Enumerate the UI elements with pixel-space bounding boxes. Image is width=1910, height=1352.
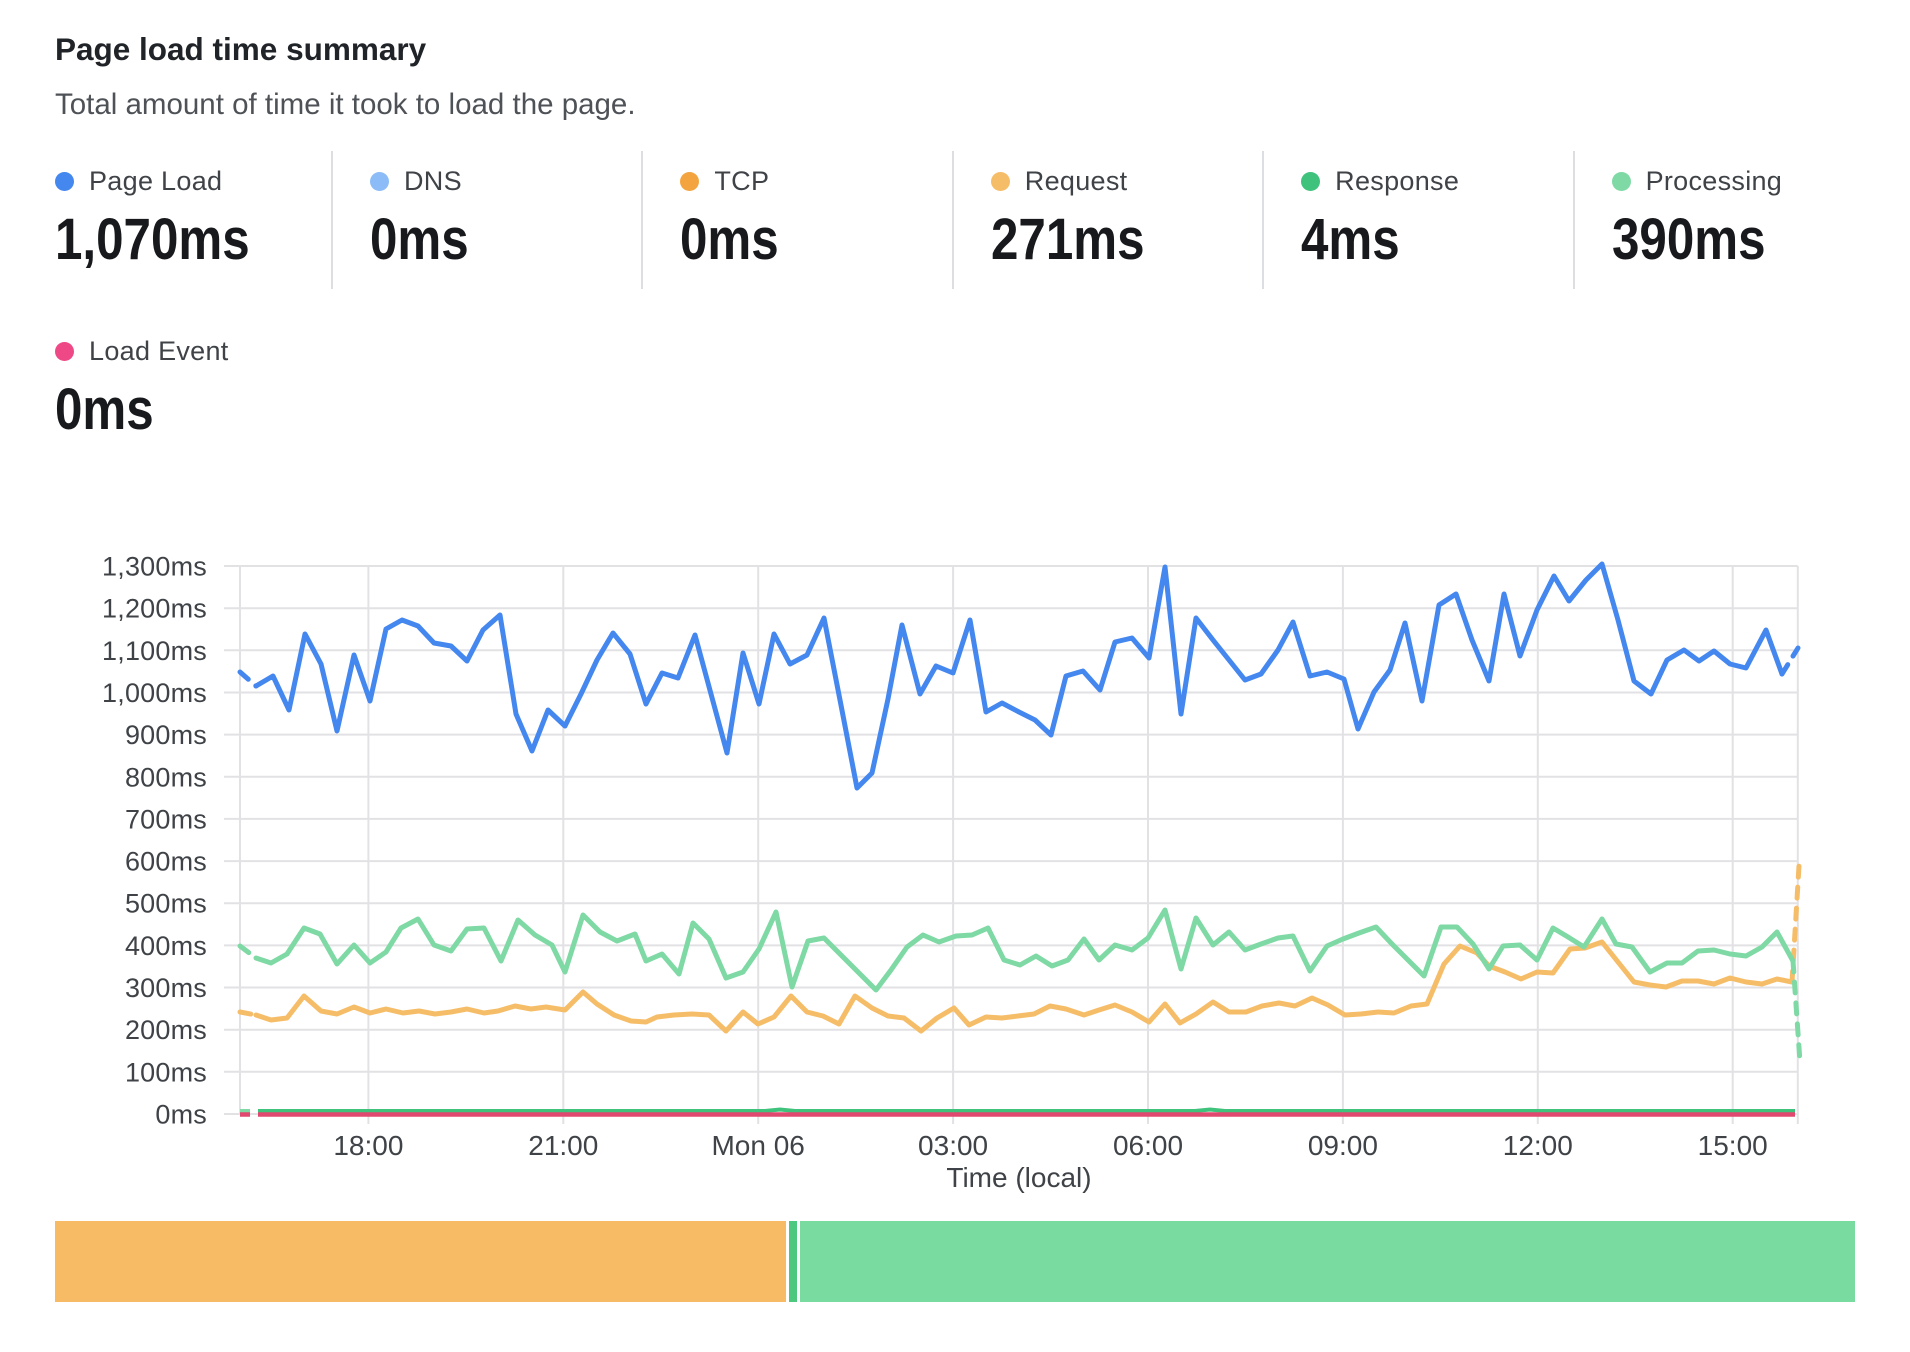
- svg-text:Time (local): Time (local): [946, 1162, 1091, 1193]
- svg-text:15:00: 15:00: [1698, 1130, 1768, 1161]
- svg-text:1,300ms: 1,300ms: [102, 552, 207, 582]
- svg-text:0ms: 0ms: [155, 1100, 207, 1130]
- svg-text:500ms: 500ms: [125, 889, 207, 919]
- svg-text:400ms: 400ms: [125, 931, 207, 961]
- svg-text:700ms: 700ms: [125, 804, 207, 834]
- svg-text:1,000ms: 1,000ms: [102, 678, 207, 708]
- svg-text:1,200ms: 1,200ms: [102, 594, 207, 624]
- svg-text:900ms: 900ms: [125, 720, 207, 750]
- svg-text:600ms: 600ms: [125, 847, 207, 877]
- svg-text:200ms: 200ms: [125, 1015, 207, 1045]
- svg-text:06:00: 06:00: [1113, 1130, 1183, 1161]
- svg-text:18:00: 18:00: [333, 1130, 403, 1161]
- svg-text:12:00: 12:00: [1503, 1130, 1573, 1161]
- svg-text:Mon 06: Mon 06: [711, 1130, 804, 1161]
- svg-text:21:00: 21:00: [528, 1130, 598, 1161]
- svg-text:09:00: 09:00: [1308, 1130, 1378, 1161]
- svg-text:800ms: 800ms: [125, 762, 207, 792]
- svg-text:100ms: 100ms: [125, 1057, 207, 1087]
- svg-text:300ms: 300ms: [125, 973, 207, 1003]
- svg-text:1,100ms: 1,100ms: [102, 636, 207, 666]
- svg-text:03:00: 03:00: [918, 1130, 988, 1161]
